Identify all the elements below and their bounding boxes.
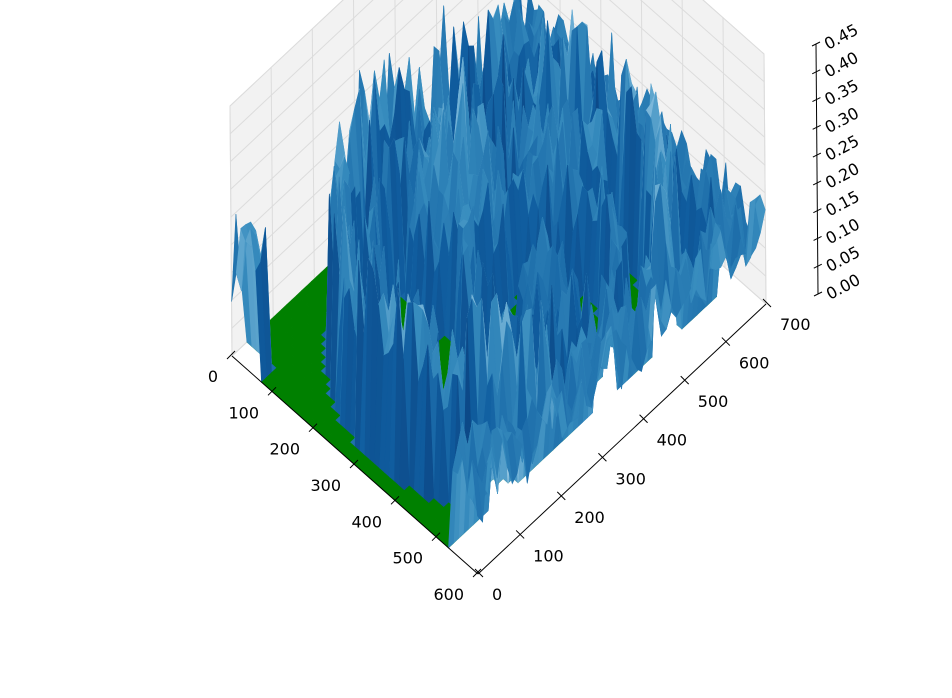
x-tick-label: 0	[208, 367, 218, 386]
z-axis-line	[815, 43, 819, 295]
z-tick-mark	[812, 97, 821, 103]
y-tick-label: 0	[492, 585, 502, 604]
z-tick-mark	[813, 291, 823, 297]
x-tick-label: 500	[392, 549, 423, 568]
y-axis-line	[477, 303, 767, 575]
gridline	[229, 105, 233, 357]
gridline	[311, 28, 315, 279]
z-tick-label: 0.00	[823, 270, 863, 304]
z-tick-mark	[813, 235, 822, 241]
x-tick-label: 200	[269, 440, 300, 459]
gridline	[230, 0, 765, 162]
y-tick-label: 400	[657, 431, 688, 450]
z-tick-mark	[812, 152, 822, 158]
gridline	[230, 0, 766, 218]
surface-mesh	[231, 0, 766, 549]
x-tick-mark	[390, 495, 400, 505]
x-tick-label: 100	[228, 403, 259, 422]
x-tick-mark	[267, 386, 277, 396]
z-tick-label: 0.15	[822, 187, 862, 221]
z-tick-label: 0.05	[823, 242, 863, 276]
z-tick-mark	[813, 208, 822, 214]
x-axis-line	[231, 355, 479, 575]
y-tick-label: 500	[698, 392, 729, 411]
x-tick-mark	[472, 568, 482, 578]
y-tick-label: 200	[574, 508, 605, 527]
z-tick-mark	[811, 69, 821, 75]
x-tick-mark	[431, 532, 441, 542]
z-tick-label: 0.35	[821, 76, 861, 110]
y-tick-mark	[474, 568, 484, 578]
gridline	[763, 53, 767, 305]
z-tick-mark	[811, 41, 821, 47]
surface-cell	[471, 461, 484, 523]
y-tick-label: 300	[615, 469, 646, 488]
gridline	[230, 0, 766, 246]
y-tick-mark	[556, 491, 566, 501]
gridline	[270, 67, 274, 318]
x-tick-mark	[226, 350, 236, 360]
gridline	[229, 0, 765, 135]
y-tick-mark	[598, 452, 607, 462]
y-tick-mark	[721, 337, 731, 346]
z-tick-label: 0.25	[822, 131, 862, 165]
z-tick-label: 0.40	[821, 48, 861, 82]
y-tick-label: 100	[533, 546, 564, 565]
gridline	[230, 0, 766, 190]
y-tick-label: 700	[780, 315, 811, 334]
axis-lines	[231, 43, 819, 575]
z-tick-mark	[813, 263, 823, 269]
x-tick-label: 300	[310, 476, 341, 495]
x-tick-label: 600	[433, 585, 464, 604]
y-tick-mark	[680, 375, 690, 385]
z-tick-label: 0.20	[822, 159, 862, 193]
y-tick-mark	[762, 298, 772, 308]
gridline	[229, 0, 765, 107]
x-tick-mark	[308, 423, 318, 433]
z-tick-label: 0.45	[821, 20, 861, 54]
x-tick-mark	[349, 459, 359, 469]
z-tick-label: 0.30	[822, 103, 862, 137]
y-tick-mark	[515, 530, 525, 539]
z-tick-mark	[812, 180, 822, 186]
x-tick-label: 400	[351, 512, 382, 531]
y-tick-label: 600	[739, 354, 770, 373]
z-tick-label: 0.10	[823, 214, 863, 248]
z-tick-mark	[812, 124, 821, 130]
y-tick-mark	[639, 414, 648, 424]
